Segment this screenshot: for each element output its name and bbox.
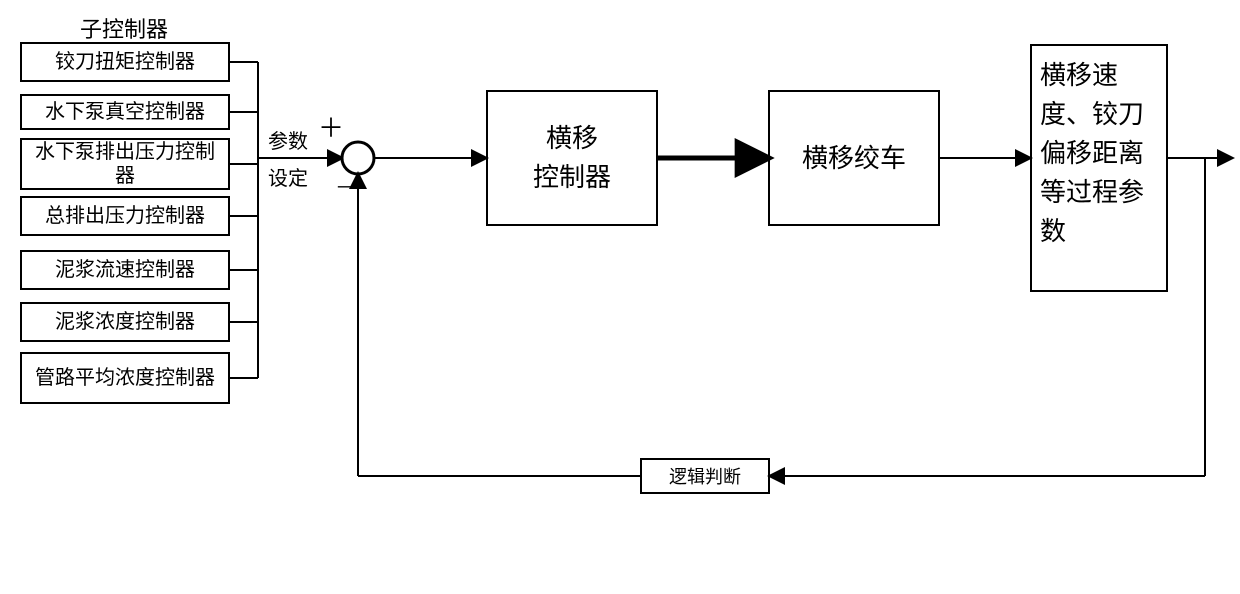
sub-controller-0: 铰刀扭矩控制器 (20, 42, 230, 82)
logic-judge-label: 逻辑判断 (669, 463, 741, 489)
param-label-line1: 参数 (268, 125, 308, 154)
sub-controller-3: 总排出压力控制器 (20, 196, 230, 236)
sub-controller-4-label: 泥浆流速控制器 (55, 258, 195, 282)
output-box: 横移速度、铰刀偏移距离等过程参数 (1030, 44, 1168, 292)
summing-plus: ＋ (318, 108, 344, 145)
sub-controller-2: 水下泵排出压力控制器 (20, 138, 230, 190)
sub-controller-1: 水下泵真空控制器 (20, 94, 230, 130)
traverse-controller-line1: 横移 (546, 119, 598, 158)
param-label-line2: 设定 (268, 162, 308, 191)
sub-controllers-header: 子控制器 (80, 12, 168, 44)
sub-controller-6: 管路平均浓度控制器 (20, 352, 230, 404)
sub-controller-0-label: 铰刀扭矩控制器 (55, 50, 195, 74)
traverse-winch-label: 横移绞车 (802, 139, 906, 178)
sub-controller-2-label: 水下泵排出压力控制器 (26, 140, 224, 188)
sub-controller-5: 泥浆浓度控制器 (20, 302, 230, 342)
traverse-controller-line2: 控制器 (533, 158, 611, 197)
logic-judge-box: 逻辑判断 (640, 458, 770, 494)
sub-controller-6-label: 管路平均浓度控制器 (35, 366, 215, 390)
traverse-winch-box: 横移绞车 (768, 90, 940, 226)
summing-minus: — (338, 170, 364, 200)
sub-controller-5-label: 泥浆浓度控制器 (55, 310, 195, 334)
output-text: 横移速度、铰刀偏移距离等过程参数 (1040, 56, 1158, 251)
diagram-canvas: 子控制器 铰刀扭矩控制器 水下泵真空控制器 水下泵排出压力控制器 总排出压力控制… (0, 0, 1240, 594)
sub-controller-4: 泥浆流速控制器 (20, 250, 230, 290)
sub-controller-1-label: 水下泵真空控制器 (45, 100, 205, 124)
sub-controller-3-label: 总排出压力控制器 (45, 204, 205, 228)
traverse-controller-box: 横移 控制器 (486, 90, 658, 226)
